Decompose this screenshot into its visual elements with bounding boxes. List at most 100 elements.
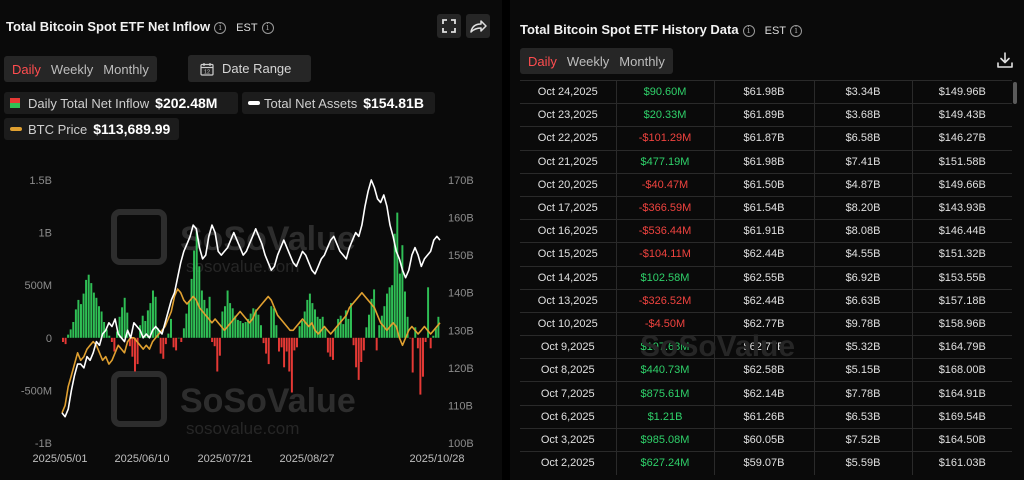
table-row[interactable]: Oct 20,2025 -$40.47M $61.50B $4.87B $149.66B — [520, 172, 1012, 197]
info-icon[interactable]: i — [214, 22, 227, 34]
date-cell: Oct 24,2025 — [520, 79, 616, 104]
inflow-bar — [141, 315, 144, 338]
download-icon[interactable] — [995, 50, 1015, 70]
inflow-cell: -$4.50M — [615, 311, 714, 336]
inflow-bar — [113, 337, 116, 352]
table-row[interactable]: Oct 10,2025 -$4.50M $62.77B $9.78B $158.96B — [520, 311, 1012, 336]
table-row[interactable]: Oct 21,2025 $477.19M $61.98B $7.41B $151.58B — [520, 149, 1012, 174]
legend-assets-label: Total Net Assets — [264, 95, 358, 111]
inflow-cell: -$104.11M — [615, 242, 714, 266]
table-row[interactable]: Oct 13,2025 -$326.52M $62.44B $6.63B $157.18… — [520, 288, 1012, 313]
inflow-bar — [146, 310, 149, 338]
cumulative-cell: $3.68B — [813, 103, 912, 127]
net-assets-cell: $158.96B — [911, 311, 1012, 336]
net-assets-cell: $146.44B — [911, 219, 1012, 243]
y-axis-right-tick: 110B — [448, 400, 473, 412]
table-row[interactable]: Oct 23,2025 $20.33M $61.89B $3.68B $149.43B — [520, 103, 1012, 127]
table-row[interactable]: Oct 9,2025 $197.68M $62.77B $5.32B $164.79B — [520, 335, 1012, 359]
net-assets-cell: $149.66B — [911, 172, 1012, 197]
inflow-bar — [98, 306, 100, 338]
history-timezone-info-icon[interactable]: i — [790, 25, 803, 37]
inflow-bar — [224, 306, 226, 338]
cumulative-cell: $7.41B — [813, 149, 912, 174]
inflow-bar — [203, 299, 206, 338]
inflow-bar — [116, 331, 118, 338]
inflow-bar — [352, 337, 355, 346]
history-timezone-label: EST — [764, 25, 787, 37]
tab-daily[interactable]: Daily — [12, 61, 41, 77]
table-row[interactable]: Oct 14,2025 $102.58M $62.55B $6.92B $153.55B — [520, 265, 1012, 290]
table-row[interactable]: Oct 6,2025 $1.21B $61.26B $6.53B $169.54B — [520, 404, 1012, 429]
legend-net-assets[interactable]: Total Net Assets $154.81B — [242, 92, 435, 114]
inflow-bar — [409, 337, 412, 339]
history-tab-weekly[interactable]: Weekly — [566, 53, 610, 69]
inflow-bar — [391, 285, 394, 338]
value-traded-cell: $61.26B — [713, 404, 814, 429]
inflow-bar — [424, 337, 427, 342]
history-info-icon[interactable]: i — [742, 25, 755, 37]
watermark-logo-icon — [111, 209, 167, 265]
tab-weekly[interactable]: Weekly — [50, 61, 94, 77]
cumulative-cell: $7.78B — [813, 381, 912, 406]
table-row[interactable]: Oct 3,2025 $985.08M $60.05B $7.52B $164.50B — [520, 427, 1012, 452]
fullscreen-button[interactable] — [437, 14, 461, 38]
net-assets-cell: $149.96B — [911, 79, 1012, 104]
inflow-bar — [427, 287, 430, 338]
net-assets-cell: $151.58B — [911, 149, 1012, 174]
value-traded-cell: $62.58B — [713, 358, 814, 382]
legend-btc-price[interactable]: BTC Price $113,689.99 — [4, 118, 179, 140]
value-traded-cell: $60.05B — [713, 427, 814, 452]
inflow-bar — [195, 231, 198, 338]
inflow-cell: $90.60M — [615, 79, 714, 104]
inflow-bar — [329, 337, 332, 357]
inflow-bar — [311, 303, 314, 338]
inflow-bar — [342, 324, 345, 338]
inflow-bar — [67, 334, 70, 338]
inflow-bar — [316, 316, 319, 338]
timezone-info-icon[interactable]: i — [261, 22, 274, 34]
inflow-bar — [370, 298, 373, 338]
table-scrollbar[interactable] — [1013, 82, 1017, 104]
inflow-bar — [149, 303, 152, 338]
inflow-bar — [272, 308, 275, 338]
inflow-bar — [350, 303, 352, 338]
table-row[interactable]: Oct 16,2025 -$536.44M $61.91B $8.08B $146.44… — [520, 219, 1012, 243]
inflow-bar — [244, 322, 247, 338]
date-range-button[interactable]: 12 Date Range — [188, 55, 311, 82]
inflow-bar — [306, 299, 309, 338]
inflow-bar — [185, 313, 188, 338]
table-row[interactable]: Oct 7,2025 $875.61M $62.14B $7.78B $164.91B — [520, 381, 1012, 406]
value-traded-cell: $62.77B — [713, 335, 814, 359]
inflow-cell: $477.19M — [615, 149, 714, 174]
inflow-bar — [105, 329, 108, 338]
inflow-bar — [337, 318, 340, 338]
legend-inflow[interactable]: Daily Total Net Inflow $202.48M — [4, 92, 238, 114]
table-row[interactable]: Oct 17,2025 -$366.59M $61.54B $8.20B $143.93… — [520, 195, 1012, 220]
net-assets-cell: $157.18B — [911, 288, 1012, 313]
history-tab-monthly[interactable]: Monthly — [619, 53, 665, 69]
inflow-bar — [82, 293, 85, 338]
inflow-bar — [422, 337, 424, 377]
table-row[interactable]: Oct 8,2025 $440.73M $62.58B $5.15B $168.00B — [520, 358, 1012, 382]
x-axis-tick: 2025/06/10 — [114, 453, 169, 465]
inflow-chart[interactable]: SoSoValuesosovalue.comSoSoValuesosovalue… — [0, 160, 502, 480]
inflow-bar — [72, 322, 75, 338]
inflow-bar — [206, 308, 208, 338]
tab-monthly[interactable]: Monthly — [103, 61, 149, 77]
table-row[interactable]: Oct 2,2025 $627.24M $59.07B $5.59B $161.03B — [520, 450, 1012, 475]
table-row[interactable]: Oct 15,2025 -$104.11M $62.44B $4.55B $151.32… — [520, 242, 1012, 266]
inflow-bar — [167, 333, 170, 338]
legend-inflow-label: Daily Total Net Inflow — [28, 95, 150, 111]
legend-price-label: BTC Price — [28, 121, 88, 137]
inflow-bar — [254, 309, 257, 338]
history-tab-daily[interactable]: Daily — [528, 53, 557, 69]
net-assets-cell: $164.79B — [911, 335, 1012, 359]
inflow-bar — [434, 328, 437, 338]
inflow-cell: $1.21B — [615, 404, 714, 429]
table-row[interactable]: Oct 24,2025 $90.60M $61.98B $3.34B $149.96B — [520, 79, 1012, 104]
cumulative-cell: $6.58B — [813, 126, 912, 151]
date-cell: Oct 9,2025 — [520, 335, 616, 359]
date-cell: Oct 15,2025 — [520, 242, 616, 266]
share-button[interactable] — [466, 14, 490, 38]
table-row[interactable]: Oct 22,2025 -$101.29M $61.87B $6.58B $146.27… — [520, 126, 1012, 151]
